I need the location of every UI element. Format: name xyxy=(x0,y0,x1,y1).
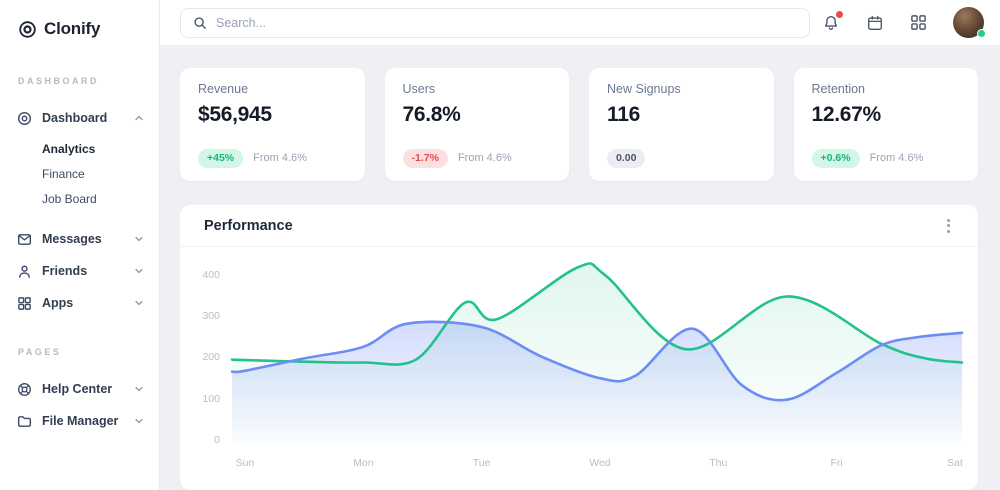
y-axis-label: 200 xyxy=(202,351,220,364)
area-chart-canvas xyxy=(230,262,964,445)
stat-card-new-signups: New Signups 116 0.00 xyxy=(589,68,774,181)
chevron-down-icon xyxy=(133,383,145,395)
folder-icon xyxy=(17,414,32,429)
sidebar-item-label: File Manager xyxy=(42,414,119,428)
sidebar-subitem-analytics[interactable]: Analytics xyxy=(42,141,96,156)
target-icon xyxy=(18,20,37,39)
stat-note: From 4.6% xyxy=(457,152,512,165)
chart-header: Performance xyxy=(180,205,978,247)
dashboard-submenu: Analytics Finance Job Board xyxy=(0,134,159,217)
topbar xyxy=(160,0,1000,45)
stat-title: New Signups xyxy=(607,82,681,96)
y-axis-label: 100 xyxy=(202,392,220,405)
sidebar-item-label: Friends xyxy=(42,264,88,278)
stat-card-revenue: Revenue $56,945 +45% From 4.6% xyxy=(180,68,365,181)
sidebar: Clonify DASHBOARD Dashboard Analytics Fi… xyxy=(0,0,160,490)
blue-series-line xyxy=(230,320,964,402)
x-axis-label: Sun xyxy=(235,457,255,469)
search-icon xyxy=(193,16,207,30)
brand-name: Clonify xyxy=(44,19,101,38)
stat-card-retention: Retention 12.67% +0.6% From 4.6% xyxy=(793,68,978,181)
sidebar-item-help-center[interactable]: Help Center xyxy=(0,373,159,405)
sidebar-section-dashboard: DASHBOARD xyxy=(18,76,99,86)
y-axis-label: 0 xyxy=(214,434,220,446)
sidebar-subitem-job-board[interactable]: Job Board xyxy=(42,191,97,206)
calendar-button[interactable] xyxy=(866,14,884,32)
apps-grid-icon xyxy=(911,15,926,30)
performance-chart: 400 300 200 100 0 Sun Mon Tue Wed Thu Fri Sat xyxy=(180,247,978,489)
blue-series-area xyxy=(232,321,962,445)
sidebar-item-dashboard[interactable]: Dashboard xyxy=(0,102,159,134)
dashboard-icon xyxy=(17,111,32,126)
x-axis-label: Fri xyxy=(830,457,843,469)
stat-title: Retention xyxy=(811,82,866,96)
trend-badge: -1.7% xyxy=(402,149,448,168)
green-series-line xyxy=(230,262,964,366)
sidebar-item-label: Dashboard xyxy=(42,111,108,125)
sidebar-item-friends[interactable]: Friends xyxy=(0,255,159,287)
sidebar-item-label: Apps xyxy=(42,296,74,310)
y-axis-label: 300 xyxy=(202,310,220,323)
user-menu[interactable] xyxy=(953,7,986,38)
chevron-down-icon xyxy=(133,415,145,427)
chevron-down-icon xyxy=(133,297,145,309)
chevron-up-icon xyxy=(133,112,145,124)
performance-card: Performance 400 300 200 100 0 Sun Mon Tue Wed Th… xyxy=(180,205,978,490)
stats-row: Revenue $56,945 +45% From 4.6% Users 76.… xyxy=(180,68,978,181)
notification-dot xyxy=(836,10,843,18)
stat-value: 76.8% xyxy=(402,103,461,126)
stat-card-users: Users 76.8% -1.7% From 4.6% xyxy=(384,68,569,181)
sidebar-item-label: Help Center xyxy=(42,382,113,396)
envelope-icon xyxy=(17,232,32,247)
apps-grid-icon xyxy=(17,296,32,311)
chevron-down-icon xyxy=(133,233,145,245)
main-content: Revenue $56,945 +45% From 4.6% Users 76.… xyxy=(160,45,1000,490)
sidebar-subitem-finance[interactable]: Finance xyxy=(42,166,85,181)
brand-logo[interactable]: Clonify xyxy=(0,16,159,42)
x-axis-label: Sat xyxy=(947,457,963,469)
x-axis-label: Thu xyxy=(709,457,728,469)
stat-title: Users xyxy=(402,82,436,96)
sidebar-item-messages[interactable]: Messages xyxy=(0,223,159,255)
trend-badge: +45% xyxy=(198,149,244,168)
online-status-dot xyxy=(977,29,986,38)
trend-badge: +0.6% xyxy=(811,149,860,168)
x-axis-label: Tue xyxy=(472,457,491,469)
stat-title: Revenue xyxy=(198,82,249,96)
search-box[interactable] xyxy=(180,7,810,38)
sidebar-item-file-manager[interactable]: File Manager xyxy=(0,405,159,437)
search-input[interactable] xyxy=(216,15,797,30)
stat-note: From 4.6% xyxy=(869,152,924,165)
sidebar-item-apps[interactable]: Apps xyxy=(0,287,159,319)
apps-launcher-button[interactable] xyxy=(910,14,927,31)
stat-value: $56,945 xyxy=(198,103,272,126)
x-axis-label: Wed xyxy=(589,457,611,469)
calendar-icon xyxy=(868,15,882,30)
x-axis-label: Mon xyxy=(353,457,374,469)
y-axis-label: 400 xyxy=(202,268,220,281)
chevron-down-icon xyxy=(133,265,145,277)
topbar-actions xyxy=(822,7,986,38)
lifebuoy-icon xyxy=(17,382,32,397)
chart-title: Performance xyxy=(204,217,293,234)
kebab-menu-icon[interactable] xyxy=(941,215,956,237)
stat-value: 116 xyxy=(607,103,640,126)
sidebar-section-pages: PAGES xyxy=(18,347,62,357)
stat-note: From 4.6% xyxy=(253,152,307,165)
bell-icon xyxy=(824,15,838,30)
person-icon xyxy=(17,264,32,279)
notifications-button[interactable] xyxy=(822,10,843,32)
stat-value: 12.67% xyxy=(811,103,882,126)
sidebar-item-label: Messages xyxy=(42,232,102,246)
trend-badge: 0.00 xyxy=(607,149,646,168)
